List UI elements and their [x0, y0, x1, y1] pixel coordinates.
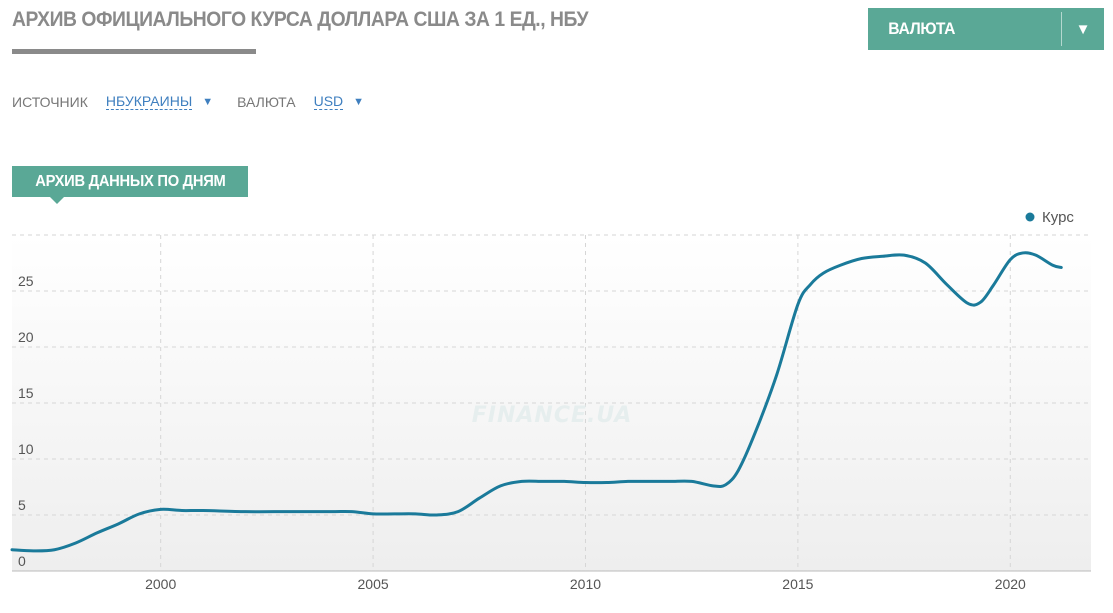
y-tick-label: 0: [18, 553, 26, 569]
y-tick-label: 25: [18, 273, 34, 289]
source-label: ИСТОЧНИК: [12, 93, 88, 110]
y-tick-label: 10: [18, 441, 34, 457]
page-title: АРХИВ ОФИЦИАЛЬНОГО КУРСА ДОЛЛАРА США ЗА …: [12, 8, 589, 31]
currency-select[interactable]: USD: [313, 93, 344, 110]
section-tab-label: АРХИВ ДАННЫХ ПО ДНЯМ: [34, 172, 226, 190]
currency-label: ВАЛЮТА: [237, 93, 296, 110]
currency-dropdown-icon[interactable]: ▼: [353, 95, 365, 108]
y-tick-label: 20: [18, 329, 34, 345]
source-dropdown-icon[interactable]: ▼: [202, 95, 214, 108]
y-tick-label: 15: [18, 385, 34, 401]
legend-label[interactable]: Курс: [1042, 209, 1074, 226]
section-tab-daily-archive[interactable]: АРХИВ ДАННЫХ ПО ДНЯМ: [12, 166, 248, 204]
chevron-down-icon[interactable]: ▼: [1075, 20, 1091, 38]
x-tick-label: 2015: [782, 576, 813, 592]
y-tick-label: 5: [18, 497, 26, 513]
x-tick-label: 2020: [995, 576, 1026, 592]
source-select[interactable]: НБУКРАИНЫ: [105, 93, 193, 110]
x-tick-label: 2010: [570, 576, 601, 592]
currency-button[interactable]: ВАЛЮТА ▼: [868, 8, 1104, 50]
watermark-logo: FINANCE.UA: [472, 403, 633, 428]
x-tick-label: 2000: [145, 576, 176, 592]
series-line-kurs[interactable]: [10, 251, 1063, 553]
title-underline: [12, 49, 256, 54]
filters-bar: ИСТОЧНИК НБУКРАИНЫ ▼ ВАЛЮТА USD ▼: [12, 93, 388, 110]
rate-chart: FINANCE.UA 2000 2005 2010 2015 2020 0 5 10 15 20 2…: [10, 209, 1091, 592]
currency-button-label: ВАЛЮТА: [888, 19, 956, 38]
x-tick-label: 2005: [358, 576, 389, 592]
legend-marker: [1025, 212, 1035, 222]
currency-button-divider: [1061, 12, 1062, 46]
